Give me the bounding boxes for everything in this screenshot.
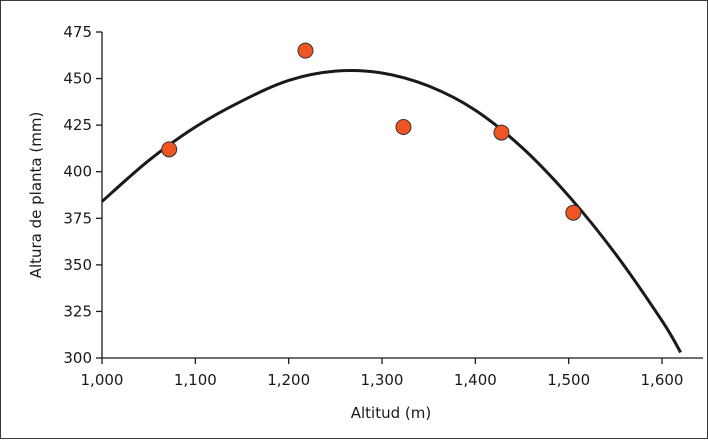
trendline-curve — [101, 69, 682, 354]
y-axis-title: Altura de planta (mm) — [27, 112, 45, 279]
x-tick-label: 1,100 — [174, 371, 217, 389]
data-point — [493, 124, 510, 141]
x-tick-label: 1,600 — [641, 371, 684, 389]
y-axis-ticks: 300 325 350 375 400 425 450 475 — [63, 23, 102, 367]
x-tick-label: 1,500 — [547, 371, 590, 389]
y-tick-label: 450 — [63, 70, 92, 88]
y-tick-label: 325 — [63, 302, 92, 320]
y-tick-label: 300 — [63, 349, 92, 367]
data-point — [161, 141, 178, 158]
data-point — [297, 42, 314, 59]
x-tick-label: 1,300 — [361, 371, 404, 389]
data-point — [565, 204, 582, 221]
data-point — [395, 119, 412, 136]
x-axis-ticks: 1,000 1,100 1,200 1,300 1,400 1,500 1,600 — [81, 358, 684, 389]
x-axis-title: Altitud (m) — [351, 404, 431, 422]
y-tick-label: 350 — [63, 256, 92, 274]
data-points — [161, 42, 582, 221]
y-tick-label: 425 — [63, 116, 92, 134]
x-tick-label: 1,000 — [81, 371, 124, 389]
y-tick-label: 400 — [63, 163, 92, 181]
y-tick-label: 475 — [63, 23, 92, 41]
y-tick-label: 375 — [63, 209, 92, 227]
x-tick-label: 1,400 — [454, 371, 497, 389]
x-tick-label: 1,200 — [267, 371, 310, 389]
